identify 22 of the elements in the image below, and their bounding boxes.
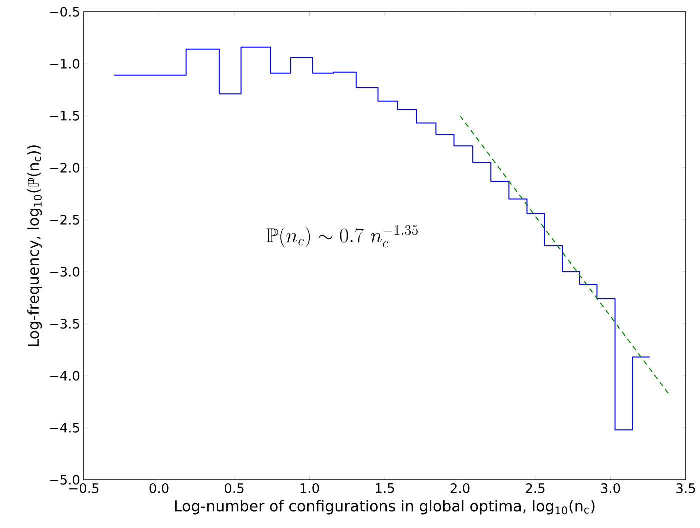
y-tick-label: −0.5: [50, 7, 80, 17]
y-tick-label: −4.5: [50, 423, 80, 433]
y-tick-label: −2.5: [50, 215, 80, 225]
x-tick-label: 0.0: [150, 484, 169, 494]
annotation: $\mathbb{P}(n_c)\sim 0.7\ n_c^{-1.35}$: [266, 225, 418, 248]
y-tick-label: −1.0: [50, 59, 80, 69]
x-tick-label: −0.5: [70, 484, 99, 494]
x-tick-label: 2.5: [526, 484, 545, 494]
y-tick-label: −3.0: [50, 267, 80, 277]
x-tick-label: 1.0: [300, 484, 320, 494]
y-tick-label: −2.0: [50, 163, 80, 173]
y-tick-label: −3.5: [50, 319, 80, 329]
x-tick-label: 3.0: [601, 484, 620, 494]
y-tick-label: −4.0: [50, 371, 80, 381]
x-tick-label: 0.5: [225, 484, 244, 494]
x-tick-label: 3.5: [676, 484, 696, 494]
y-tick-label: −1.5: [50, 111, 80, 121]
x-axis-title: Log-number of configurations in global optima, log$_{10}$(n$_{c}$): [175, 500, 595, 515]
x-tick-label: 1.5: [376, 484, 394, 494]
y-axis-title: Log-frequency, log$_{10}$(ℙ(n$_{c}$)): [28, 146, 42, 346]
y-tick-label: −5.0: [50, 475, 80, 485]
x-tick-label: 2.0: [450, 484, 470, 494]
